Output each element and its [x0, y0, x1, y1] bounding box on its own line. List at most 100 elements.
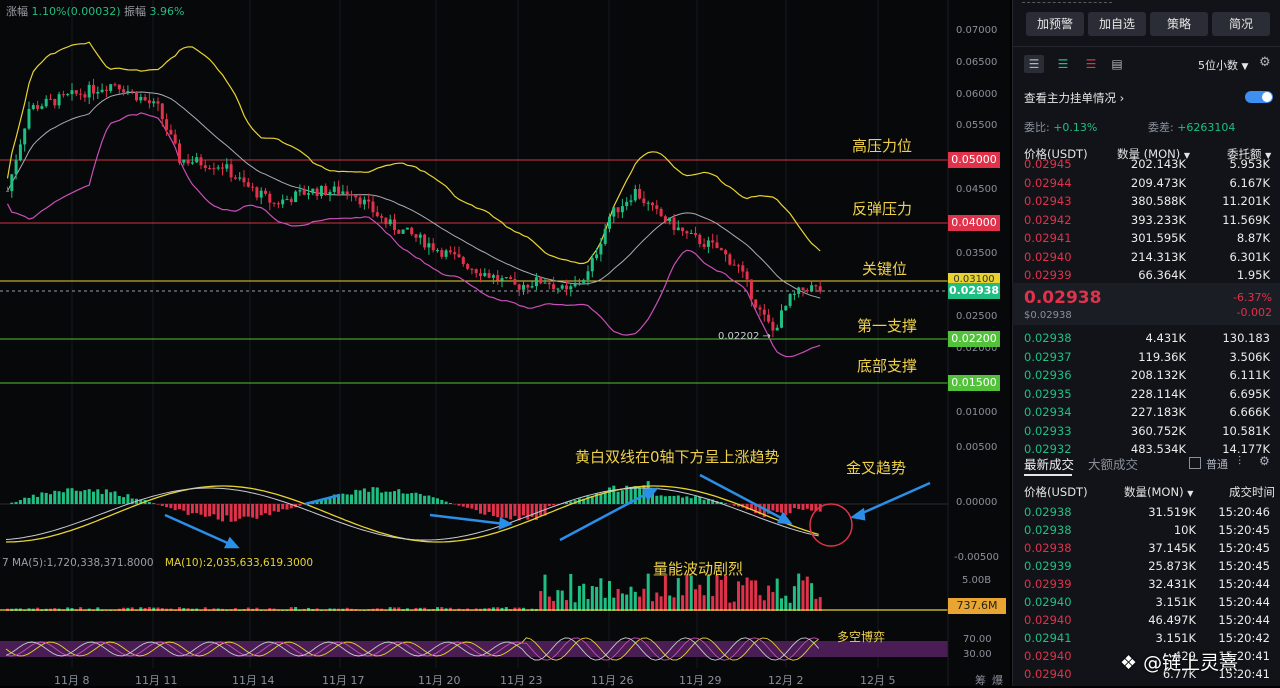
candle-body	[273, 203, 276, 204]
panel-divider	[1012, 46, 1280, 47]
macd-bar	[298, 504, 301, 506]
macd-bar	[479, 504, 482, 514]
macd-axis-top: 0.00500	[956, 442, 997, 453]
book-grid-icon[interactable]: ▤	[1108, 57, 1126, 71]
amount-cell: 3.506K	[1230, 350, 1270, 364]
macd-bar	[415, 493, 418, 504]
macd-bar	[83, 490, 86, 504]
normal-checkbox[interactable]	[1189, 457, 1201, 469]
volume-prefix: 7	[2, 557, 9, 569]
macd-bar	[114, 491, 117, 504]
trade-qty: 3.151K	[1156, 631, 1196, 645]
macd-bar	[221, 504, 224, 521]
low-price-value: 0.02202	[718, 331, 759, 342]
strategy-button[interactable]: 策略	[1150, 12, 1208, 36]
add-alert-button[interactable]: 加预警	[1026, 12, 1084, 36]
weicha-value: +6263104	[1177, 121, 1235, 134]
price-axis-label: 0.04500	[956, 184, 997, 195]
volume-bar	[642, 589, 645, 611]
price-cell: 0.02934	[1024, 405, 1072, 419]
volume-bar	[604, 598, 607, 611]
qty-cell: 227.183K	[1131, 405, 1186, 419]
book-asks-icon[interactable]: ☰	[1082, 57, 1100, 71]
macd-bar	[518, 504, 521, 520]
candle-body	[578, 283, 581, 284]
volume-bar	[767, 586, 770, 611]
main-force-link[interactable]: 查看主力挂单情况 ›	[1024, 90, 1124, 106]
trades-header-qty[interactable]: 数量(MON) ▼	[1124, 484, 1193, 500]
orderbook-row[interactable]: 0.02934 227.183K 6.666K	[1012, 403, 1278, 421]
macd-bar	[122, 497, 125, 504]
candle-body	[191, 162, 194, 163]
candle-body	[144, 97, 147, 100]
candle-body	[462, 257, 465, 264]
candle-body	[660, 209, 663, 216]
volume-bar	[630, 587, 633, 611]
candle-body	[247, 182, 250, 186]
candle-body	[531, 286, 534, 287]
overview-button[interactable]: 简况	[1212, 12, 1270, 36]
macd-bar	[230, 504, 233, 522]
macd-bar	[690, 498, 693, 504]
macd-bar	[53, 491, 56, 504]
candle-body	[234, 177, 237, 178]
add-watchlist-button[interactable]: 加自选	[1088, 12, 1146, 36]
qty-cell: 119.36K	[1138, 350, 1186, 364]
macd-bar	[174, 504, 177, 510]
macd-bar	[380, 493, 383, 504]
candle-body	[716, 242, 719, 248]
price-tag-004: 0.04000	[948, 215, 1000, 231]
decimals-select[interactable]: 5位小数 ▼	[1198, 57, 1248, 73]
price-tag-0015: 0.01500	[948, 375, 1000, 391]
candle-body	[49, 99, 52, 100]
candle-body	[71, 90, 74, 94]
candle-body	[423, 235, 426, 248]
candle-body	[53, 99, 56, 105]
amount-cell: 5.953K	[1230, 157, 1270, 171]
macd-bar	[458, 504, 461, 506]
macd-bar	[49, 494, 52, 504]
trades-tab-latest[interactable]: 最新成交	[1024, 454, 1074, 473]
kline-chart[interactable]	[0, 0, 1010, 686]
candle-body	[230, 164, 233, 177]
candle-body	[793, 294, 796, 295]
trades-tab-large[interactable]: 大额成交	[1088, 454, 1138, 473]
settings-icon[interactable]: ⚙	[1259, 55, 1271, 70]
candle-body	[814, 285, 817, 286]
main-force-toggle[interactable]	[1245, 91, 1273, 103]
book-both-icon[interactable]: ☰	[1024, 55, 1044, 73]
label-first-support: 第一支撑	[857, 315, 917, 336]
macd-bar	[806, 504, 809, 509]
volume-bar	[587, 599, 590, 611]
candle-body	[698, 235, 701, 244]
candle-body	[105, 90, 108, 91]
volume-bar	[544, 575, 547, 611]
candle-body	[393, 219, 396, 230]
main-force-label: 查看主力挂单情况	[1024, 91, 1116, 105]
amount-cell: 6.666K	[1230, 405, 1270, 419]
settings-icon[interactable]: ⚙	[1259, 454, 1270, 468]
filter-icon[interactable]: ⫶	[1238, 454, 1241, 469]
book-bids-icon[interactable]: ☰	[1054, 57, 1072, 71]
candle-body	[139, 97, 142, 100]
macd-bar	[526, 504, 529, 520]
candle-body	[92, 85, 95, 94]
qty-cell: 202.143K	[1131, 157, 1186, 171]
macd-bar	[427, 496, 430, 504]
volume-bar	[561, 591, 564, 611]
candle-body	[569, 286, 572, 289]
